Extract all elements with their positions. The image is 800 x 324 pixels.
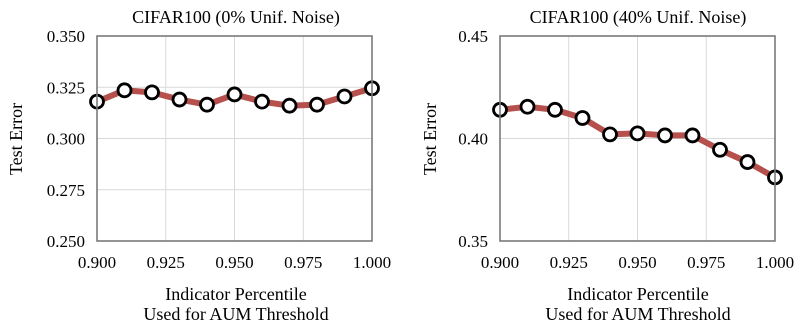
x-tick-label: 0.975: [687, 253, 725, 272]
x-tick-label: 0.900: [481, 253, 519, 272]
data-point: [226, 86, 243, 103]
x-axis-label-line-2: Used for AUM Threshold: [545, 304, 730, 324]
plot-frame: [499, 35, 776, 242]
chart-panel-right: CIFAR100 (40% Unif. Noise) Test Error In…: [420, 7, 794, 324]
data-point: [519, 98, 536, 115]
y-tick-label: 0.40: [458, 130, 488, 149]
x-tick-label: 0.925: [147, 253, 185, 272]
y-axis-label: Test Error: [6, 103, 26, 175]
data-point: [254, 93, 270, 110]
data-point: [171, 91, 188, 108]
data-point: [144, 84, 160, 101]
data-point: [309, 96, 325, 113]
data-point: [116, 82, 133, 99]
y-tick-label: 0.325: [47, 78, 85, 97]
data-point: [602, 126, 618, 143]
y-tick-label: 0.275: [47, 181, 85, 200]
x-tick-label: 0.950: [215, 253, 253, 272]
x-tick-label: 0.975: [284, 253, 322, 272]
x-tick-label: 0.950: [618, 253, 656, 272]
y-tick-label: 0.300: [47, 130, 85, 149]
y-tick-label: 0.350: [47, 27, 85, 46]
data-point: [629, 125, 646, 142]
plot-area: [89, 35, 380, 242]
x-tick-label: 0.925: [550, 253, 588, 272]
data-point: [547, 101, 563, 118]
data-point: [657, 127, 673, 144]
chart-title: CIFAR100 (0% Unif. Noise): [132, 7, 340, 28]
data-point: [739, 154, 756, 170]
data-point: [684, 127, 701, 144]
chart-title: CIFAR100 (40% Unif. Noise): [530, 7, 747, 28]
x-tick-label: 0.900: [78, 253, 116, 272]
chart-panel-left: CIFAR100 (0% Unif. Noise) Test Error Ind…: [6, 7, 391, 324]
y-tick-label: 0.45: [458, 27, 488, 46]
plot-area: [492, 35, 783, 242]
data-point: [199, 96, 215, 113]
x-tick-label: 1.000: [353, 253, 391, 272]
plot-frame: [96, 35, 373, 242]
y-tick-label: 0.250: [47, 232, 85, 251]
y-tick-label: 0.35: [458, 232, 488, 251]
y-axis-label: Test Error: [420, 103, 440, 175]
x-axis-label-line-1: Indicator Percentile: [165, 284, 306, 304]
data-point: [281, 97, 298, 114]
data-point: [336, 88, 353, 105]
x-tick-label: 1.000: [756, 253, 794, 272]
x-axis-label-line-1: Indicator Percentile: [567, 284, 708, 304]
x-axis-label-line-2: Used for AUM Threshold: [143, 304, 328, 324]
data-point: [712, 141, 728, 158]
data-point: [574, 110, 591, 126]
